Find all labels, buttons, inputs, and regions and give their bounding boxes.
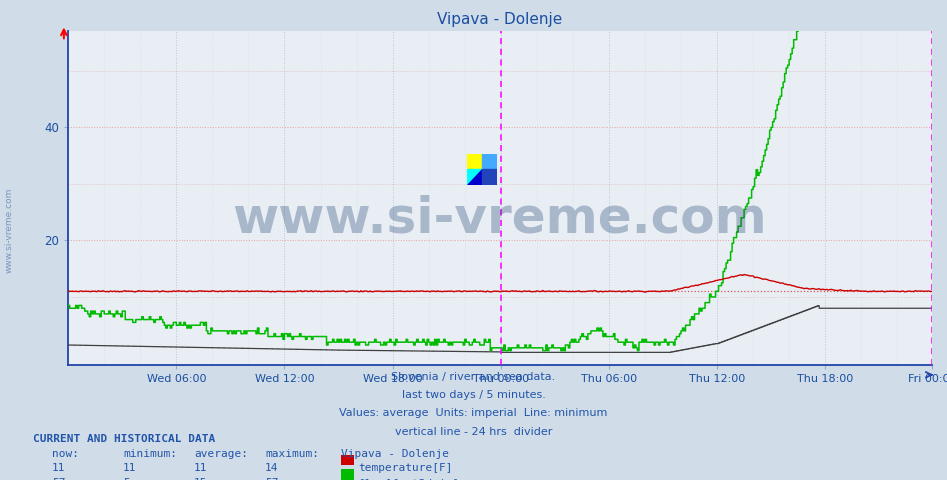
- Text: flow[foot3/min]: flow[foot3/min]: [358, 478, 459, 480]
- Text: Vipava - Dolenje: Vipava - Dolenje: [341, 449, 449, 459]
- Text: now:: now:: [52, 449, 80, 459]
- Text: last two days / 5 minutes.: last two days / 5 minutes.: [402, 390, 545, 400]
- Polygon shape: [482, 154, 497, 169]
- Text: www.si-vreme.com: www.si-vreme.com: [5, 188, 14, 273]
- Text: 5: 5: [123, 478, 130, 480]
- Title: Vipava - Dolenje: Vipava - Dolenje: [438, 12, 563, 27]
- Text: minimum:: minimum:: [123, 449, 177, 459]
- Text: 15: 15: [194, 478, 207, 480]
- Text: CURRENT AND HISTORICAL DATA: CURRENT AND HISTORICAL DATA: [33, 434, 215, 444]
- Text: 11: 11: [52, 463, 65, 473]
- Text: average:: average:: [194, 449, 248, 459]
- Text: 11: 11: [194, 463, 207, 473]
- Text: Values: average  Units: imperial  Line: minimum: Values: average Units: imperial Line: mi…: [339, 408, 608, 419]
- Text: Slovenia / river and sea data.: Slovenia / river and sea data.: [391, 372, 556, 382]
- Text: 57: 57: [265, 478, 278, 480]
- Polygon shape: [467, 169, 482, 185]
- Text: 14: 14: [265, 463, 278, 473]
- Text: temperature[F]: temperature[F]: [358, 463, 453, 473]
- Text: vertical line - 24 hrs  divider: vertical line - 24 hrs divider: [395, 427, 552, 437]
- Text: 57: 57: [52, 478, 65, 480]
- Text: www.si-vreme.com: www.si-vreme.com: [233, 194, 767, 242]
- Text: 11: 11: [123, 463, 136, 473]
- Polygon shape: [467, 154, 482, 169]
- Polygon shape: [467, 169, 482, 185]
- Text: maximum:: maximum:: [265, 449, 319, 459]
- Polygon shape: [482, 169, 497, 185]
